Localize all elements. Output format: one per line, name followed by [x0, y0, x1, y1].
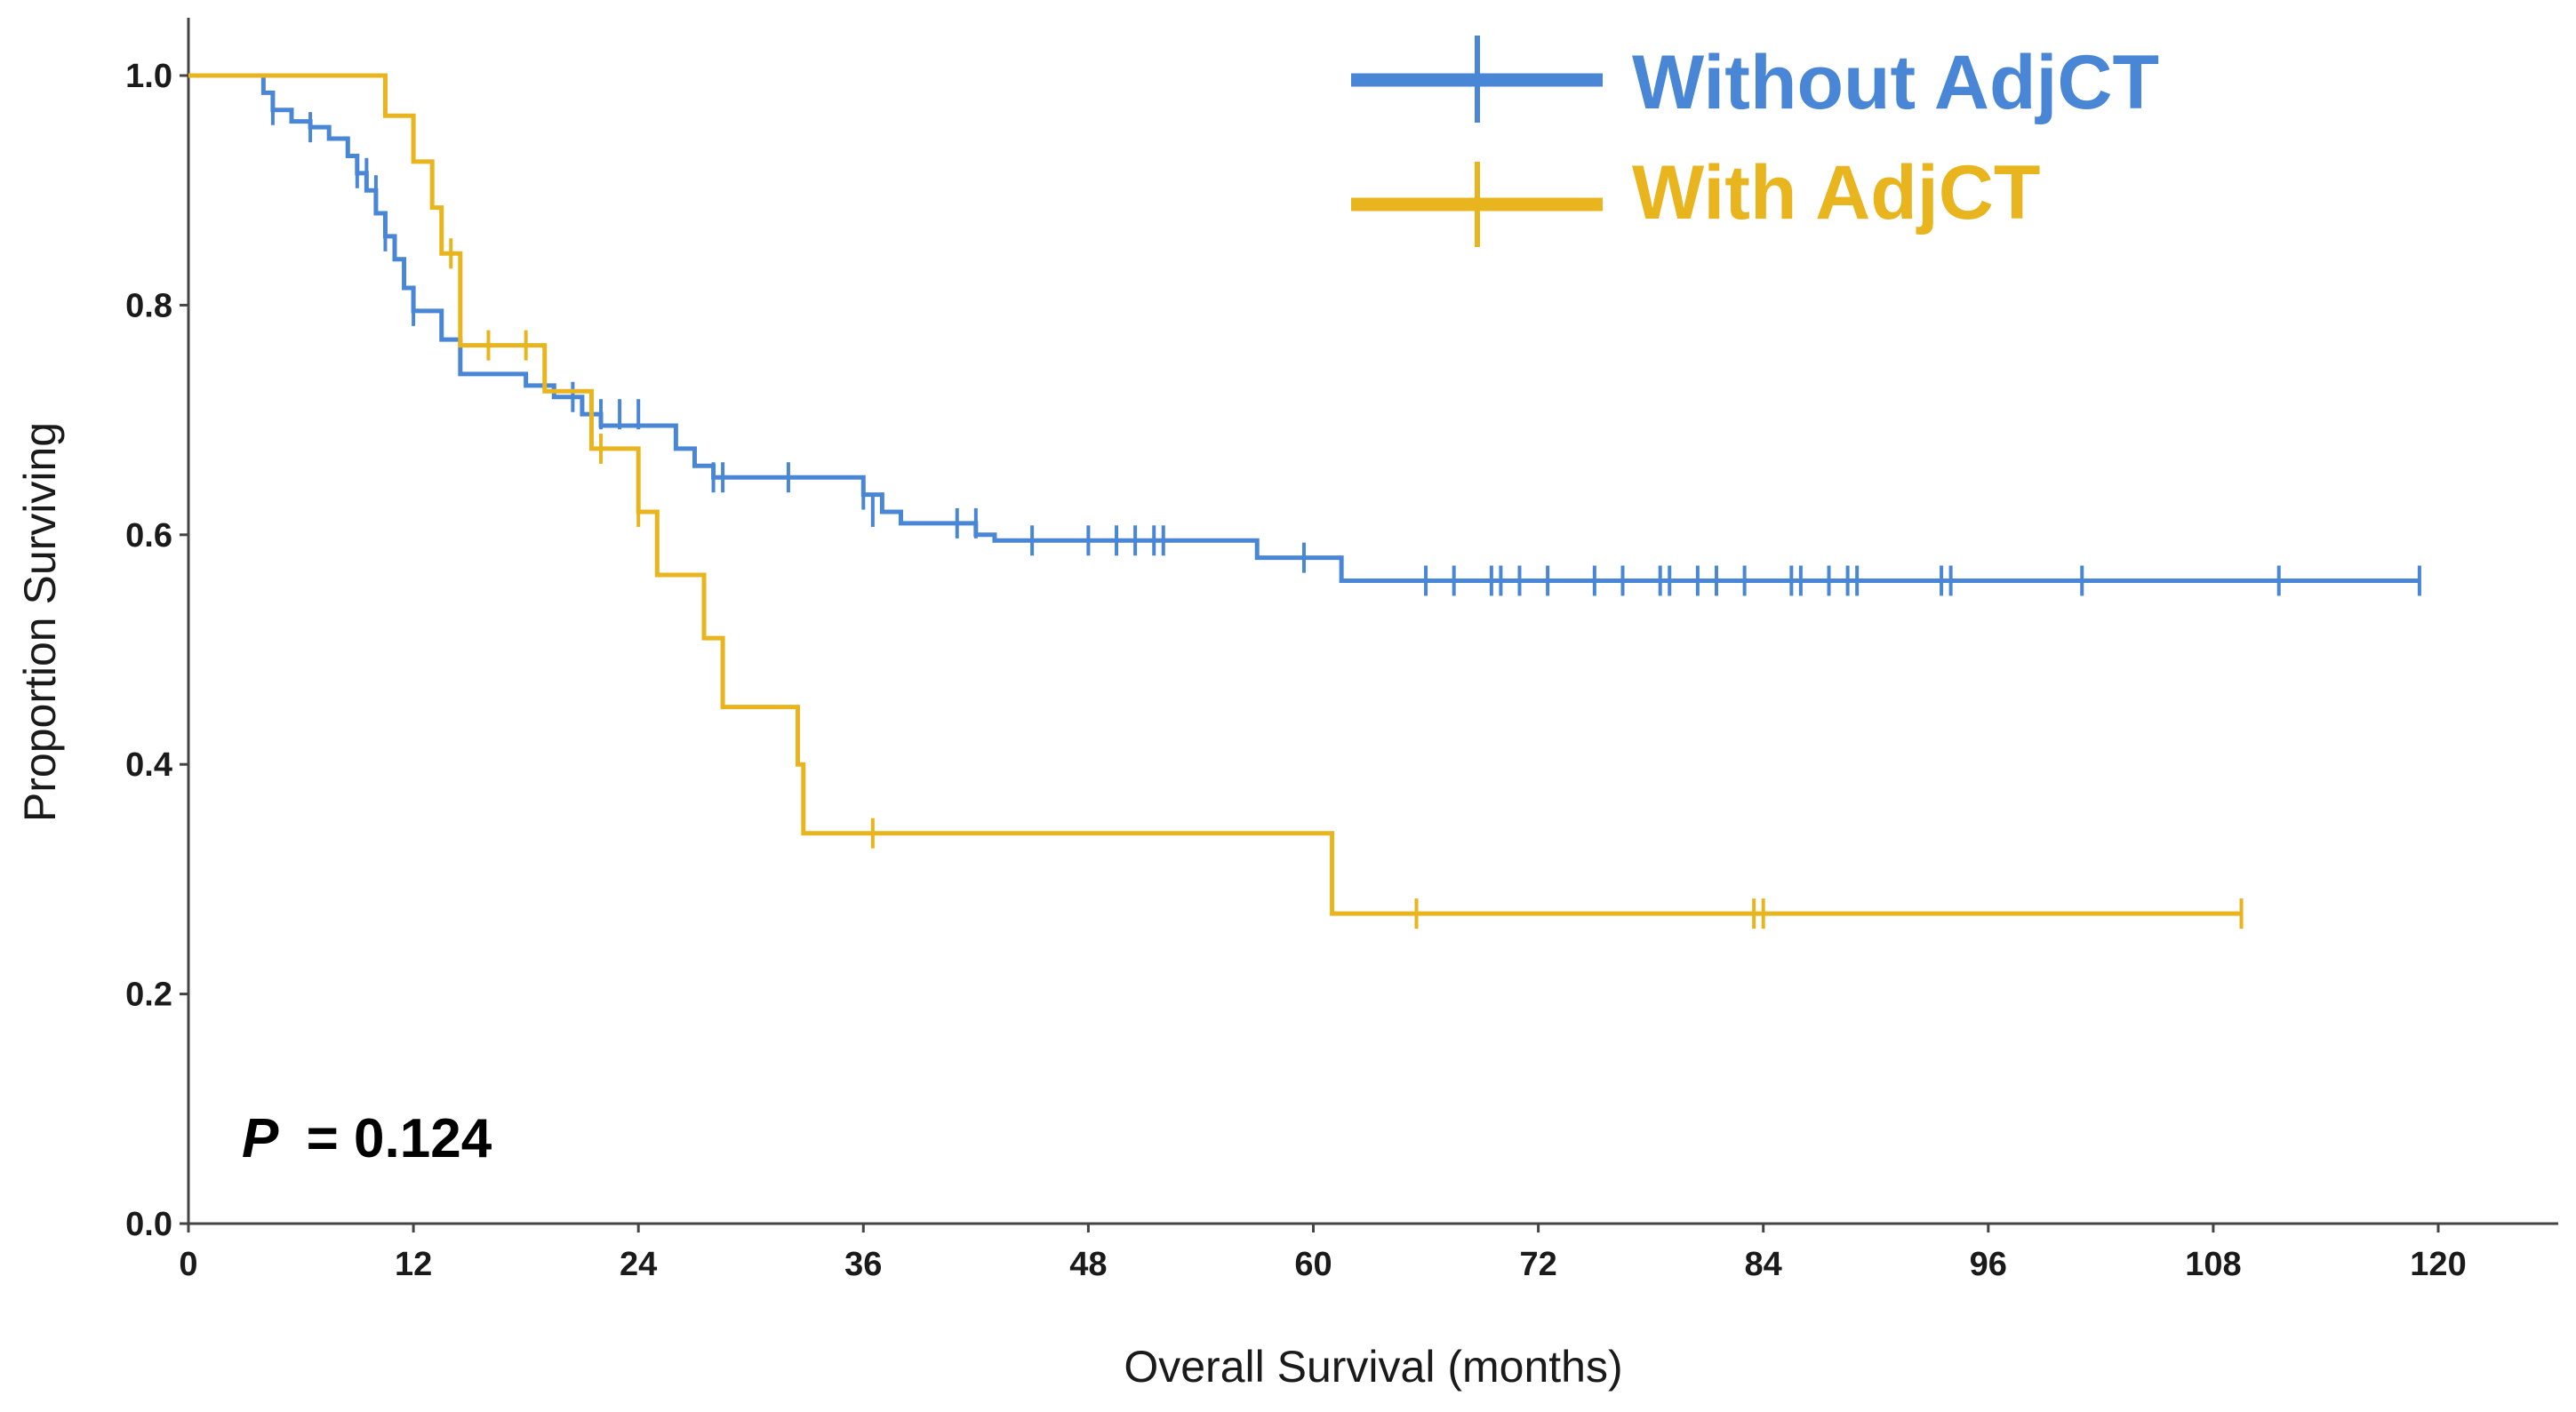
y-tick-label: 0.0 [125, 1206, 172, 1243]
y-axis-label: Proportion Surviving [15, 422, 65, 822]
survival-curve-without-adjct [188, 73, 2420, 583]
p-value-symbol: P [242, 1108, 279, 1169]
y-tick-label: 0.2 [125, 977, 172, 1014]
x-tick-label: 36 [844, 1246, 882, 1283]
x-tick-label: 60 [1294, 1246, 1332, 1283]
y-ticks: 0.0 0.2 0.4 0.6 0.8 1.0 [125, 58, 188, 1243]
y-tick-label: 0.4 [125, 746, 172, 784]
x-tick-label: 0 [179, 1246, 197, 1283]
x-tick-label: 12 [395, 1246, 432, 1283]
x-axis-label: Overall Survival (months) [1124, 1342, 1622, 1392]
legend-item-with-adjct: With AdjCT [1351, 150, 2040, 247]
y-tick-label: 0.8 [125, 287, 172, 324]
x-tick-label: 24 [620, 1246, 657, 1283]
x-tick-label: 72 [1519, 1246, 1556, 1283]
legend-item-without-adjct: Without AdjCT [1351, 36, 2159, 125]
legend-label-with-adjct: With AdjCT [1632, 150, 2040, 235]
x-tick-label: 96 [1970, 1246, 2007, 1283]
legend: Without AdjCT With AdjCT [1351, 36, 2159, 247]
legend-label-without-adjct: Without AdjCT [1632, 40, 2159, 125]
axes [187, 18, 2558, 1225]
y-tick-label: 0.6 [125, 517, 172, 554]
x-tick-label: 84 [1745, 1246, 1782, 1283]
x-tick-label: 120 [2410, 1246, 2466, 1283]
x-tick-label: 108 [2185, 1246, 2241, 1283]
series-layer [188, 73, 2421, 929]
x-ticks: 0 12 24 36 48 60 72 84 96 108 120 [179, 1224, 2467, 1283]
svg-text:P = 0.124: P = 0.124 [242, 1108, 492, 1169]
survival-curve-with-adjct [188, 73, 2242, 916]
y-tick-label: 1.0 [125, 58, 172, 95]
p-value-text: = 0.124 [307, 1108, 492, 1169]
p-value-annotation: P = 0.124 [242, 1108, 492, 1169]
x-tick-label: 48 [1069, 1246, 1107, 1283]
